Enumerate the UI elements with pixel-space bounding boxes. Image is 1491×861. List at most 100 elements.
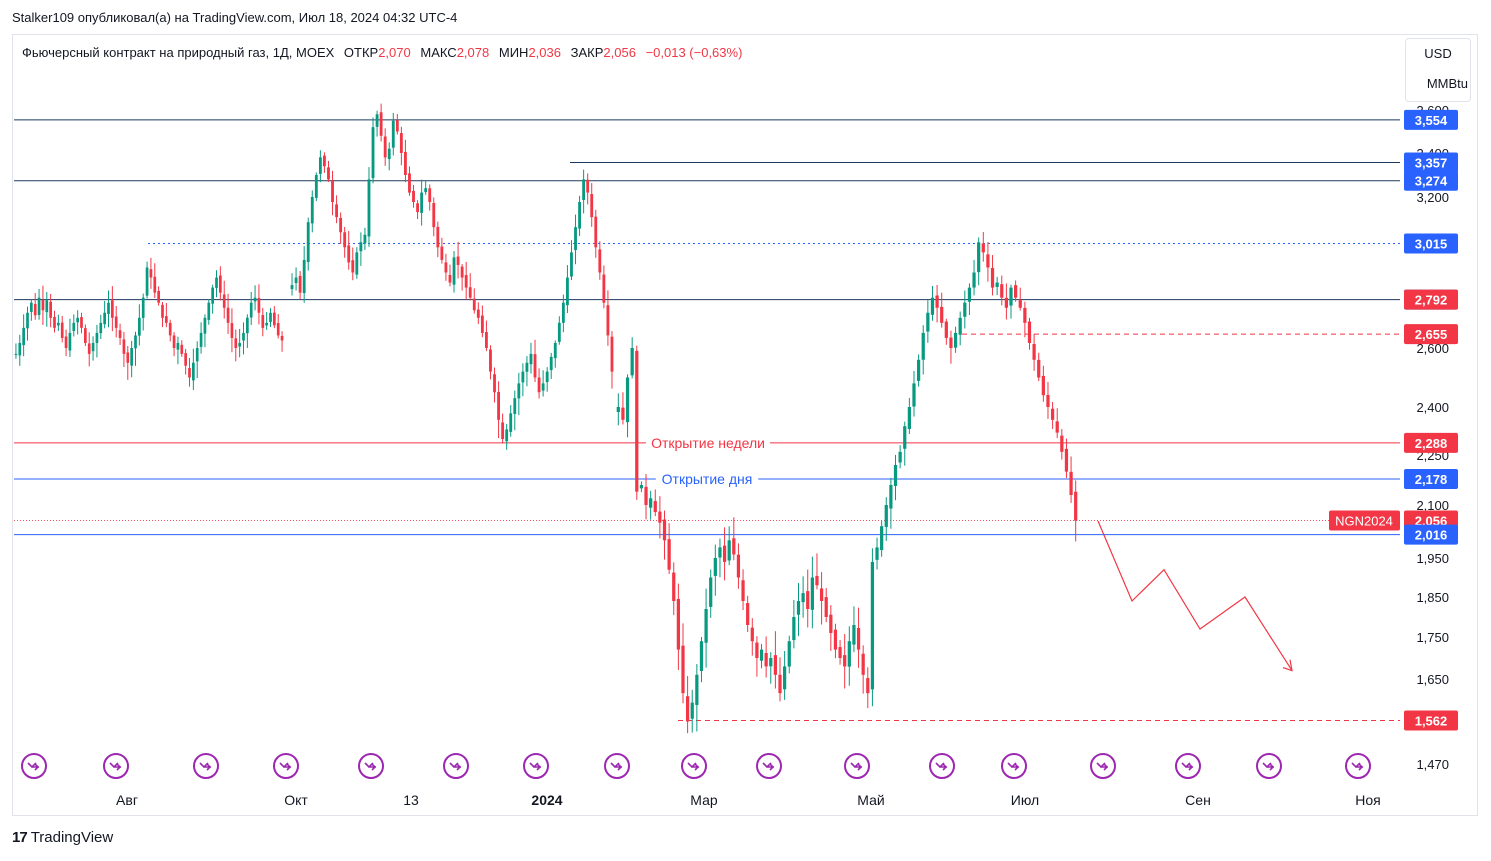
forecast-arrowhead <box>1282 659 1293 672</box>
candle-body <box>428 188 432 203</box>
candle-body <box>347 245 351 263</box>
candle-body <box>1060 435 1064 452</box>
candle-body <box>533 354 537 378</box>
candle-body <box>249 302 253 318</box>
candle-body <box>257 297 261 313</box>
candle-body <box>99 322 103 334</box>
candle-body <box>318 157 322 174</box>
candle-body <box>513 398 517 414</box>
candle-body <box>215 277 218 288</box>
candle-body <box>630 348 634 376</box>
candle-body <box>60 322 64 338</box>
candle-body <box>986 254 990 268</box>
candle-body <box>722 545 727 562</box>
candle-body <box>1018 300 1022 308</box>
event-arrow-icon <box>850 762 863 771</box>
event-arrow-icon <box>762 762 775 771</box>
candle-body <box>323 155 326 167</box>
price-label: 1,562 <box>1415 714 1448 729</box>
event-arrow-icon <box>1181 762 1194 771</box>
candle-body <box>383 136 387 158</box>
candle-body <box>265 322 268 326</box>
event-arrow-icon <box>529 762 542 771</box>
candle-body <box>718 547 722 558</box>
price-label: 2,655 <box>1415 327 1448 342</box>
candle-body <box>480 315 484 333</box>
candle-body <box>639 485 644 489</box>
candle-body <box>935 295 939 308</box>
candle-body <box>452 257 456 285</box>
symbol-tag: NGN2024 <box>1335 514 1393 529</box>
legend-low-value: 2,036 <box>528 45 561 60</box>
price-label: 2,792 <box>1415 293 1448 308</box>
candle-body <box>755 642 759 658</box>
candle-body <box>598 249 602 273</box>
candle-body <box>489 349 492 372</box>
candle-body <box>68 332 72 351</box>
price-label: 3,015 <box>1415 237 1448 252</box>
candle-body <box>294 277 298 284</box>
publisher-line: Stalker109 опубликовал(а) на TradingView… <box>12 10 458 25</box>
candle-body <box>95 332 99 343</box>
candle-body <box>276 323 280 336</box>
event-arrow-icon <box>1096 762 1109 771</box>
candle-body <box>1027 321 1032 343</box>
legend-open-label: ОТКР <box>343 45 379 60</box>
candle-body <box>141 297 145 318</box>
candle-body <box>456 256 460 265</box>
candle-body <box>898 451 902 463</box>
candle-body <box>750 627 754 642</box>
candle-body <box>130 348 133 366</box>
candle-body <box>509 413 513 432</box>
currency-unit-selector[interactable]: USD MMBtu <box>1405 38 1471 102</box>
candle-body <box>226 307 230 323</box>
candle-body <box>188 368 191 378</box>
candle-body <box>545 371 549 383</box>
price-label: 2,016 <box>1415 528 1448 543</box>
candle-body <box>582 179 586 200</box>
candle-body <box>203 317 207 334</box>
x-axis-tick: Июл <box>1011 792 1039 808</box>
candle-body <box>444 262 448 273</box>
forecast-path <box>1097 520 1293 671</box>
y-axis-tick: 1,470 <box>1416 757 1449 772</box>
candle-body <box>525 362 529 372</box>
candle-body <box>335 204 338 218</box>
candle-body <box>306 222 310 263</box>
candle-body <box>1004 297 1009 308</box>
candle-body <box>949 337 953 348</box>
candle-body <box>157 290 160 303</box>
candle-body <box>1055 421 1059 433</box>
candle-body <box>103 312 106 325</box>
event-arrow-icon <box>364 762 377 771</box>
candle-body <box>261 315 265 328</box>
candle-body <box>732 538 736 555</box>
candle-body <box>578 202 581 229</box>
price-label-bg <box>1404 170 1458 191</box>
candle-body <box>161 304 164 318</box>
candle-body <box>273 312 276 326</box>
candle-body <box>149 269 153 278</box>
candle-body <box>727 540 731 561</box>
candle-body <box>537 377 541 393</box>
candle-body <box>134 335 137 349</box>
candle-body <box>1041 375 1045 396</box>
candle-body <box>331 181 334 203</box>
candle-body <box>91 342 95 352</box>
candle-body <box>921 332 925 360</box>
legend-close-label: ЗАКР <box>570 45 604 60</box>
candle-body <box>472 298 476 311</box>
candle-body <box>903 426 907 449</box>
candle-body <box>590 194 594 218</box>
candle-body <box>907 407 911 429</box>
candle-body <box>246 317 249 334</box>
candle-body <box>420 192 424 213</box>
candle-body <box>234 338 238 348</box>
candle-body <box>847 641 851 667</box>
candle-body <box>566 277 569 306</box>
candle-body <box>391 120 395 148</box>
candle-body <box>432 202 436 228</box>
candle-body <box>649 498 653 508</box>
candle-body <box>195 348 199 362</box>
